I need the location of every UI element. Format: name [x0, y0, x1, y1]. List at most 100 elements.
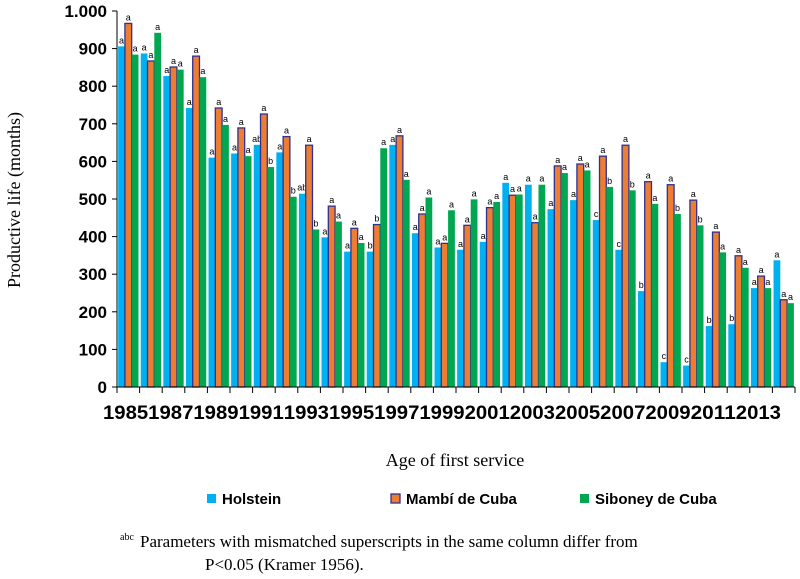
- superscript-label: c: [662, 351, 667, 361]
- superscript-label: a: [187, 97, 192, 107]
- superscript-label: a: [578, 153, 583, 163]
- superscript-label: a: [442, 232, 447, 242]
- superscript-label: a: [126, 12, 131, 22]
- x-tick-label: 1989: [193, 403, 238, 424]
- x-tick-label: 2007: [600, 403, 645, 424]
- superscript-label: a: [390, 134, 395, 144]
- bar-siboney-de-cuba-2010: [696, 225, 704, 387]
- superscript-label: a: [194, 45, 199, 55]
- bar-holstein-1989: [208, 157, 216, 387]
- bar-siboney-de-cuba-1992: [289, 196, 297, 387]
- bar-siboney-de-cuba-2011: [719, 252, 727, 387]
- legend-label: Siboney de Cuba: [595, 491, 717, 508]
- y-tick-label: 700: [79, 115, 107, 134]
- superscript-label: a: [510, 184, 515, 194]
- y-axis-label: Productive life (months): [4, 112, 25, 288]
- bar-siboney-de-cuba-1997: [402, 179, 410, 387]
- bar-mambi-de-cuba-2013: [757, 275, 766, 388]
- superscript-label: a: [413, 222, 418, 232]
- bar-holstein-1988: [185, 108, 193, 388]
- y-tick-label: 500: [79, 190, 107, 209]
- bar-mambi-de-cuba-1997: [395, 135, 404, 388]
- bar-mambi-de-cuba-2004: [553, 165, 562, 388]
- x-tick-label: 1985: [103, 403, 149, 424]
- bar-siboney-de-cuba-1994: [335, 221, 342, 387]
- y-tick-label: 900: [79, 40, 107, 59]
- y-tick-label: 1.000: [64, 2, 107, 21]
- bar-siboney-de-cuba-1995: [357, 242, 365, 387]
- superscript-label: a: [155, 22, 160, 32]
- legend-label: Mambí de Cuba: [406, 491, 518, 508]
- bar-siboney-de-cuba-2014: [787, 303, 794, 387]
- bar-mambi-de-cuba-2008: [644, 181, 653, 388]
- superscript-label: a: [449, 199, 454, 209]
- superscript-label: a: [404, 169, 409, 179]
- superscript-label: b: [368, 241, 373, 251]
- superscript-label: a: [743, 257, 748, 267]
- superscript-label: a: [133, 44, 138, 54]
- superscript-label: a: [329, 195, 334, 205]
- legend-swatch: [390, 493, 401, 504]
- bar-mambi-de-cuba-1993: [305, 144, 314, 388]
- superscript-label: b: [707, 315, 712, 325]
- bar-mambi-de-cuba-1995: [350, 227, 359, 388]
- bar-mambi-de-cuba-1994: [327, 205, 336, 388]
- bar-holstein-1998: [411, 233, 419, 387]
- superscript-label: a: [487, 197, 492, 207]
- bar-holstein-2013: [750, 288, 758, 387]
- superscript-label: a: [216, 97, 221, 107]
- x-tick-label: 2013: [736, 403, 781, 424]
- x-axis-label: Age of first service: [386, 450, 524, 470]
- bar-holstein-1994: [321, 237, 329, 387]
- y-tick-label: 400: [79, 228, 107, 247]
- y-tick-label: 300: [79, 265, 107, 284]
- y-tick-label: 600: [79, 152, 107, 171]
- bar-holstein-1991: [253, 144, 261, 387]
- y-tick-label: 0: [98, 378, 107, 397]
- bar-siboney-de-cuba-1996: [380, 148, 388, 387]
- bar-mambi-de-cuba-2007: [621, 144, 630, 388]
- bar-mambi-de-cuba-1992: [282, 135, 291, 388]
- bar-siboney-de-cuba-2012: [741, 267, 749, 387]
- superscript-label: a: [178, 59, 183, 69]
- bar-mambi-de-cuba-2014: [779, 299, 788, 388]
- bar-siboney-de-cuba-1989: [222, 124, 229, 387]
- superscript-label: a: [307, 134, 312, 144]
- bar-holstein-2010: [683, 365, 690, 387]
- x-tick-label: 2009: [645, 403, 690, 424]
- superscript-label: a: [562, 162, 567, 172]
- bar-holstein-2012: [728, 324, 736, 387]
- y-tick-label: 100: [79, 340, 107, 359]
- x-tick-label: 1995: [329, 403, 375, 424]
- superscript-label: a: [352, 217, 357, 227]
- bar-mambi-de-cuba-2011: [711, 231, 720, 388]
- superscript-label: a: [517, 183, 522, 193]
- superscript-label: a: [646, 171, 651, 181]
- superscript-label: b: [291, 186, 296, 196]
- superscript-label: a: [600, 145, 605, 155]
- bar-holstein-2006: [592, 220, 600, 387]
- superscript-label: a: [691, 189, 696, 199]
- bar-holstein-1997: [389, 144, 397, 387]
- superscript-label: a: [548, 198, 553, 208]
- superscript-label: a: [720, 241, 725, 251]
- superscript-label: a: [200, 66, 205, 76]
- x-tick-label: 1991: [239, 403, 285, 424]
- bar-siboney-de-cuba-1990: [244, 156, 252, 387]
- bar-mambi-de-cuba-1989: [214, 107, 223, 388]
- y-tick-label: 800: [79, 77, 107, 96]
- bar-mambi-de-cuba-1999: [440, 242, 449, 388]
- superscript-label: b: [639, 280, 644, 290]
- superscript-label: b: [374, 214, 379, 224]
- bar-siboney-de-cuba-1987: [176, 69, 184, 387]
- superscript-label: a: [420, 203, 425, 213]
- bar-mambi-de-cuba-1987: [169, 66, 178, 388]
- superscript-label: a: [765, 277, 770, 287]
- x-tick-label: 2011: [691, 403, 737, 424]
- bar-mambi-de-cuba-2006: [598, 155, 607, 388]
- legend-swatch: [580, 494, 589, 503]
- superscript-label: a: [119, 35, 124, 45]
- bar-siboney-de-cuba-2013: [764, 288, 772, 387]
- bar-mambi-de-cuba-2003: [531, 222, 540, 388]
- bar-siboney-de-cuba-1985: [131, 54, 139, 388]
